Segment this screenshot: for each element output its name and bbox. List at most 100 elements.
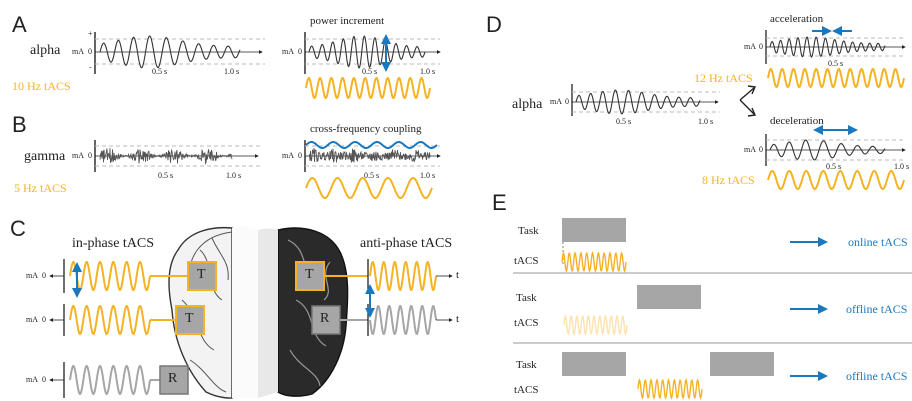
tacs-label-online: tACS — [514, 255, 539, 267]
tacs-offline-wave-2 — [637, 378, 703, 400]
return-wave-left — [69, 364, 151, 396]
task-label-online: Task — [518, 225, 539, 237]
tick-mid-b1: 0.5 s — [158, 171, 174, 180]
alpha-label-d: alpha — [512, 97, 543, 112]
axis-zero-a2: 0 — [298, 47, 302, 56]
task-block-offline-2b — [710, 352, 774, 376]
axis-unit-d2: mA — [744, 42, 756, 51]
tacs-5hz-wave — [305, 176, 433, 200]
axis-zero-b2: 0 — [298, 151, 302, 160]
tacs-10hz-wave — [305, 76, 431, 100]
branch-arrows — [739, 87, 755, 115]
offline-tacs-label-2: offline tACS — [846, 369, 908, 383]
tacs-12hz-wave — [767, 67, 905, 89]
gamma-signal — [99, 148, 233, 165]
panel-e — [513, 218, 912, 400]
tick-mid-d1: 0.5 s — [616, 117, 632, 126]
panel-label-d: D — [486, 12, 502, 37]
alpha-label-a: alpha — [30, 43, 61, 58]
electrode-t-1-label: T — [197, 267, 206, 282]
task-block-online — [562, 218, 626, 242]
axis-unit-d3: mA — [744, 145, 756, 154]
electrode-t-3-label: T — [305, 267, 314, 282]
tacs-online-wave — [561, 251, 627, 273]
panel-label-a: A — [12, 12, 27, 37]
axis-zero-d3: 0 — [759, 145, 763, 154]
alpha-decelerated — [769, 139, 886, 161]
alpha-accelerated — [769, 36, 886, 58]
panel-b-gamma-right — [304, 140, 441, 200]
tacs-5hz-label: 5 Hz tACS — [14, 181, 67, 195]
tick-mid-d3: 0.5 s — [826, 162, 842, 171]
tacs-offline-wave-1 — [563, 314, 628, 336]
alpha-signal-enhanced — [308, 35, 426, 69]
tick-mid-b2: 0.5 s — [364, 171, 380, 180]
tick-end-d1: 1.0 s — [698, 117, 714, 126]
axis-zero-a1: 0 — [88, 47, 92, 56]
axis-unit-b1: mA — [72, 151, 84, 160]
axis-zero-b1: 0 — [88, 151, 92, 160]
electrode-r-right-label: R — [320, 311, 330, 326]
axis-unit-c1: mA — [26, 271, 38, 280]
power-increment-title: power increment — [310, 15, 385, 27]
offline-tacs-label-1: offline tACS — [846, 302, 908, 316]
electrode-r-left — [159, 365, 189, 395]
anti-phase-wave-2 — [369, 305, 437, 335]
anti-phase-title: anti-phase tACS — [360, 236, 453, 251]
tick-end-b2: 1.0 s — [420, 171, 436, 180]
in-phase-wave-2 — [69, 304, 151, 336]
cfc-title: cross-frequency coupling — [310, 123, 422, 135]
axis-zero-c3: 0 — [42, 375, 46, 384]
tacs-label-offline-2: tACS — [514, 384, 539, 396]
electrode-t-2 — [175, 305, 205, 335]
online-tacs-label: online tACS — [848, 235, 908, 249]
alpha-signal-d — [575, 89, 701, 115]
tacs-label-offline-1: tACS — [514, 317, 539, 329]
tacs-12hz-label: 12 Hz tACS — [694, 71, 753, 85]
panel-a-alpha-left — [94, 32, 265, 74]
panel-b-gamma-left — [94, 140, 260, 172]
tick-end-a2: 1.0 s — [420, 67, 436, 76]
axis-minus-a1: - — [89, 63, 92, 72]
task-label-offline-1: Task — [516, 292, 537, 304]
in-phase-wave-1 — [69, 260, 151, 292]
tick-mid-a2: 0.5 s — [362, 67, 378, 76]
axis-unit-c3: mA — [26, 375, 38, 384]
task-block-offline-2a — [562, 352, 626, 376]
axis-zero-c1: 0 — [42, 271, 46, 280]
panel-d — [571, 26, 906, 190]
panel-a-alpha-right — [304, 32, 441, 100]
gamma-label: gamma — [24, 149, 66, 164]
electrode-t-1 — [187, 261, 217, 291]
time-label-1: t — [456, 269, 460, 281]
axis-plus-a1: + — [88, 29, 93, 38]
in-phase-title: in-phase tACS — [72, 236, 155, 251]
panel-label-c: C — [10, 216, 26, 241]
electrode-r-right — [311, 305, 341, 335]
gamma-coupled-signal — [308, 148, 431, 164]
panel-label-e: E — [492, 190, 507, 215]
tacs-8hz-wave — [767, 170, 905, 190]
anti-phase-wave-1 — [369, 261, 437, 291]
axis-unit-a2: mA — [282, 47, 294, 56]
task-block-offline-1 — [637, 285, 701, 309]
tick-end-a1: 1.0 s — [224, 67, 240, 76]
axis-unit-b2: mA — [282, 151, 294, 160]
tick-mid-d2: 0.5 s — [828, 59, 844, 68]
axis-unit-d1: mA — [550, 97, 562, 106]
tick-mid-a1: 0.5 s — [152, 67, 168, 76]
acceleration-title: acceleration — [770, 13, 824, 25]
time-label-2: t — [456, 313, 460, 325]
alpha-signal-a — [99, 35, 241, 69]
deceleration-title: deceleration — [770, 115, 824, 127]
tacs-10hz-label: 10 Hz tACS — [12, 79, 71, 93]
theta-phase-line — [305, 141, 438, 149]
axis-zero-d2: 0 — [759, 42, 763, 51]
axis-zero-d1: 0 — [565, 97, 569, 106]
tick-end-d3: 1.0 s — [894, 162, 910, 171]
axis-zero-c2: 0 — [42, 315, 46, 324]
electrode-r-left-label: R — [168, 371, 178, 386]
tick-end-b1: 1.0 s — [226, 171, 242, 180]
tacs-8hz-label: 8 Hz tACS — [702, 173, 755, 187]
electrode-t-2-label: T — [185, 311, 194, 326]
